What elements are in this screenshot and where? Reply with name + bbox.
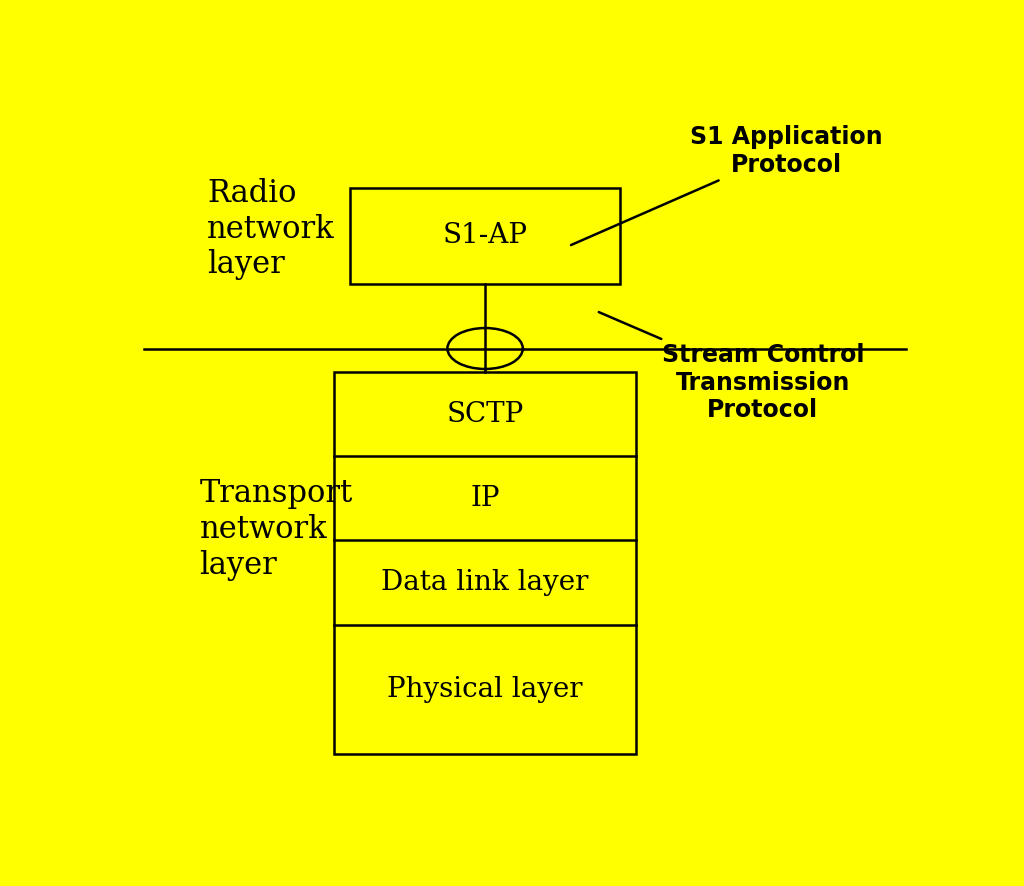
Text: Stream Control
Transmission
Protocol: Stream Control Transmission Protocol <box>599 312 864 423</box>
Bar <box>350 188 621 284</box>
Text: S1 Application
Protocol: S1 Application Protocol <box>571 125 883 245</box>
Text: Data link layer: Data link layer <box>381 569 589 596</box>
Ellipse shape <box>447 328 523 369</box>
Text: IP: IP <box>470 485 500 512</box>
Text: Physical layer: Physical layer <box>387 676 583 703</box>
Bar <box>334 372 636 755</box>
Text: S1-AP: S1-AP <box>442 222 527 250</box>
Text: Transport
network
layer: Transport network layer <box>200 478 352 580</box>
Text: Radio
network
layer: Radio network layer <box>207 178 335 281</box>
Text: SCTP: SCTP <box>446 400 523 428</box>
